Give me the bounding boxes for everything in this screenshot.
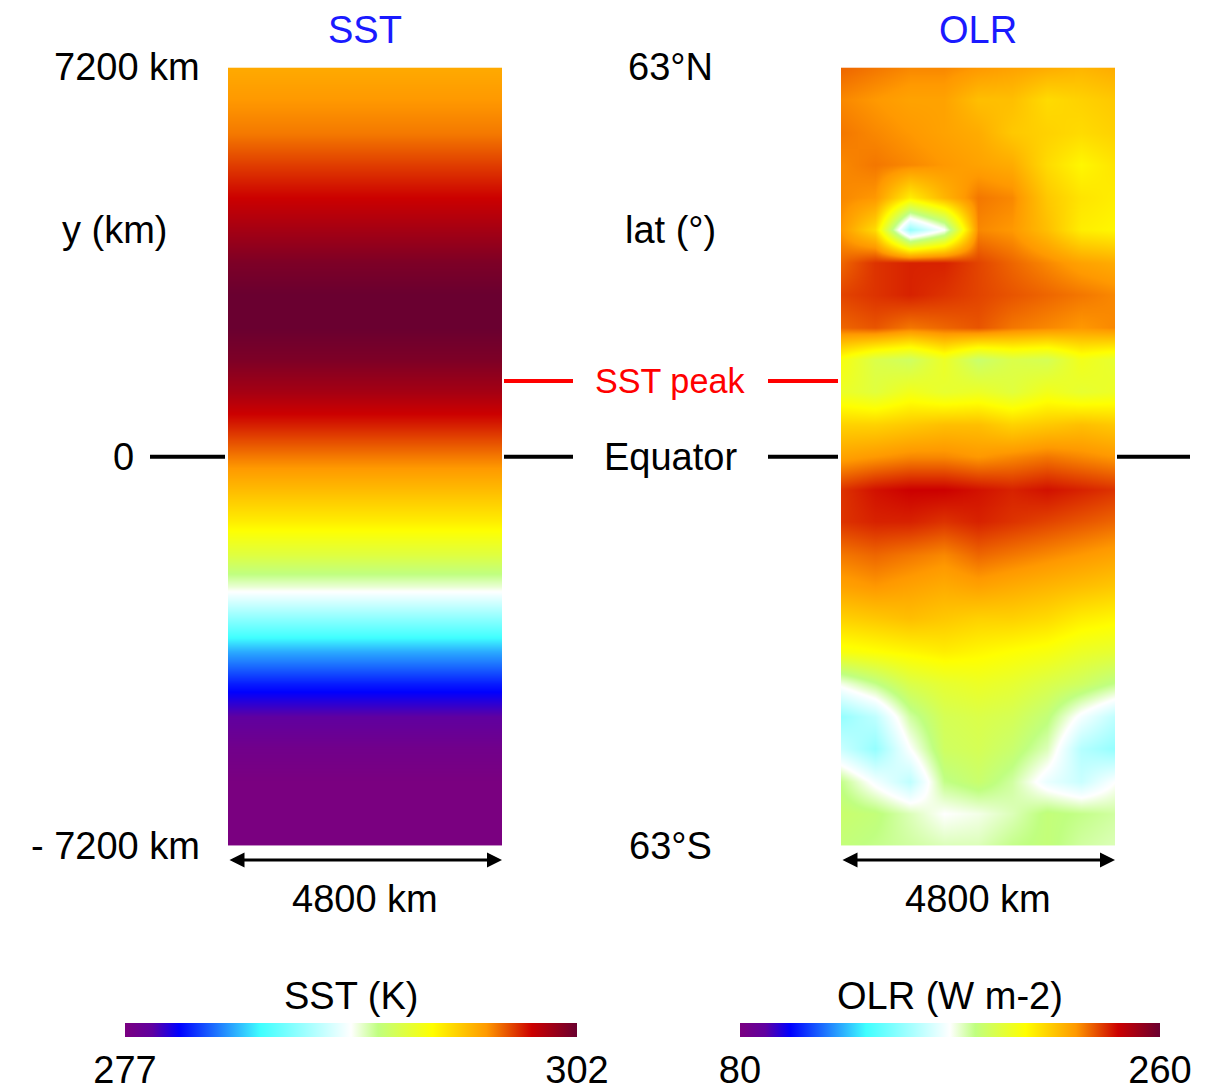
svg-text:y (km): y (km) [62, 209, 168, 251]
svg-text:OLR: OLR [939, 9, 1017, 51]
svg-text:SST: SST [328, 9, 402, 51]
svg-text:- 7200 km: - 7200 km [31, 825, 200, 867]
svg-text:SST (K): SST (K) [284, 975, 418, 1017]
svg-text:7200 km: 7200 km [54, 46, 200, 88]
svg-text:4800 km: 4800 km [905, 878, 1051, 920]
svg-text:277: 277 [93, 1049, 156, 1091]
svg-text:Equator: Equator [604, 436, 737, 478]
svg-text:63°S: 63°S [629, 825, 712, 867]
svg-text:4800 km: 4800 km [292, 878, 438, 920]
svg-text:SST peak: SST peak [595, 362, 745, 400]
svg-text:63°N: 63°N [628, 46, 713, 88]
svg-text:260: 260 [1128, 1049, 1191, 1091]
svg-text:0: 0 [113, 436, 134, 478]
svg-text:OLR (W m-2): OLR (W m-2) [837, 975, 1063, 1017]
svg-text:80: 80 [719, 1049, 761, 1091]
svg-text:lat (°): lat (°) [625, 209, 716, 251]
svg-text:302: 302 [545, 1049, 608, 1091]
